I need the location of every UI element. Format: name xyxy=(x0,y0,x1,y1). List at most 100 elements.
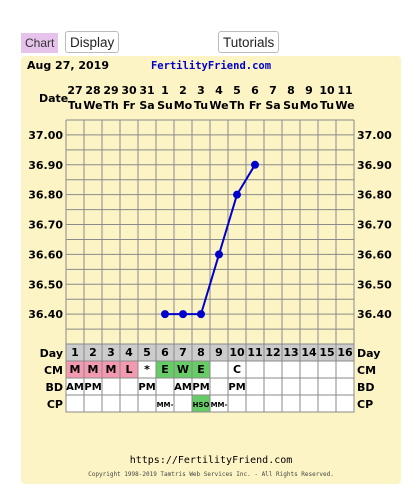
cell-cm xyxy=(263,360,283,379)
cell-value-bd: PM xyxy=(138,382,155,393)
y-tick-label-right: 36.90 xyxy=(357,159,392,172)
chart-date: Aug 27, 2019 xyxy=(27,59,109,72)
y-tick-label-left: 36.80 xyxy=(28,189,63,202)
cell-cp xyxy=(227,394,247,413)
date-number: 3 xyxy=(197,84,205,97)
cell-value-cm: M xyxy=(70,363,81,376)
date-number: 5 xyxy=(233,84,241,97)
cell-bd xyxy=(281,377,301,396)
date-number: 1 xyxy=(161,84,169,97)
cell-value-day: 5 xyxy=(143,346,151,359)
temperature-point xyxy=(161,310,169,319)
display-data-tooltip-button[interactable]: Display Data Tooltip xyxy=(65,31,120,94)
cell-value-cp: MM- xyxy=(157,401,174,409)
cell-value-day: 12 xyxy=(265,346,280,359)
cell-bd xyxy=(263,377,283,396)
cell-cp xyxy=(281,394,301,413)
cell-value-cp: MM- xyxy=(211,401,228,409)
footer-url: https://FertilityFriend.com xyxy=(130,455,293,466)
cell-cp xyxy=(83,394,103,413)
y-tick-label-left: 37.00 xyxy=(28,129,63,142)
cell-cp xyxy=(65,394,85,413)
weekday-label: Tu xyxy=(320,99,334,112)
y-tick-label-left: 36.40 xyxy=(28,308,63,321)
date-number: 29 xyxy=(103,84,118,97)
row-label-bd-right: BD xyxy=(357,381,375,394)
cell-value-day: 16 xyxy=(337,346,353,359)
temperature-point xyxy=(215,250,223,259)
weekday-label: Sa xyxy=(265,99,280,112)
weekday-label: Tu xyxy=(68,99,82,112)
date-number: 6 xyxy=(251,84,259,97)
cell-bd xyxy=(245,377,265,396)
cell-cp xyxy=(137,394,157,413)
temperature-point xyxy=(233,190,241,199)
cell-value-day: 7 xyxy=(179,346,187,359)
cell-value-cm: * xyxy=(144,363,150,376)
row-label-cm-right: CM xyxy=(357,364,376,377)
weekday-label: We xyxy=(83,99,102,112)
cell-cp xyxy=(335,394,355,413)
cell-cm xyxy=(281,360,301,379)
weekday-label: We xyxy=(209,99,228,112)
cell-bd xyxy=(119,377,139,396)
cell-cm xyxy=(209,360,229,379)
row-label-day: Day xyxy=(40,347,63,360)
cell-cp xyxy=(317,394,337,413)
tutorials-button[interactable]: Tutorials xyxy=(218,31,280,53)
cell-value-bd: AM xyxy=(66,382,84,393)
y-tick-label-left: 36.70 xyxy=(28,219,63,232)
cell-cp xyxy=(119,394,139,413)
weekday-label: We xyxy=(335,99,354,112)
weekday-label: Th xyxy=(229,99,244,112)
footer-copyright: Copyright 1998-2019 Tamtris Web Services… xyxy=(88,471,334,478)
cell-value-day: 3 xyxy=(107,346,115,359)
cell-value-day: 9 xyxy=(215,346,223,359)
cell-cm xyxy=(335,360,355,379)
y-tick-label-right: 36.70 xyxy=(357,219,392,232)
date-number: 27 xyxy=(67,84,82,97)
cell-bd xyxy=(155,377,175,396)
cell-bd xyxy=(299,377,319,396)
cell-value-day: 2 xyxy=(89,346,97,359)
date-number: 11 xyxy=(337,84,352,97)
cell-cp xyxy=(173,394,193,413)
cell-value-cm: L xyxy=(125,363,132,376)
date-number: 31 xyxy=(139,84,154,97)
cell-value-day: 15 xyxy=(319,346,334,359)
temperature-point xyxy=(179,310,187,319)
row-label-cp-right: CP xyxy=(357,398,373,411)
cell-cp xyxy=(263,394,283,413)
weekday-label: Mo xyxy=(174,99,193,112)
weekday-label: Th xyxy=(103,99,118,112)
y-tick-label-right: 37.00 xyxy=(357,129,392,142)
row-label-cm: CM xyxy=(44,364,63,377)
y-tick-label-right: 36.40 xyxy=(357,308,392,321)
row-label-cp: CP xyxy=(47,398,63,411)
y-tick-label-right: 36.60 xyxy=(357,248,392,261)
cell-value-bd: PM xyxy=(228,382,245,393)
date-row-label: Date xyxy=(39,92,68,105)
chart-tab-label: Chart xyxy=(21,33,59,53)
temperature-point xyxy=(197,310,205,319)
cell-value-cm: M xyxy=(106,363,117,376)
fertility-chart-panel: Aug 27, 2019 FertilityFriend.com Date 27 Tu 2… xyxy=(21,56,401,484)
y-tick-label-right: 36.80 xyxy=(357,189,392,202)
date-number: 28 xyxy=(85,84,100,97)
cell-value-day: 10 xyxy=(229,346,245,359)
cell-value-cm: M xyxy=(88,363,99,376)
fertility-chart[interactable]: Aug 27, 2019 FertilityFriend.comDate27Tu2… xyxy=(21,56,401,484)
cell-value-cm: E xyxy=(161,363,169,376)
cell-cp xyxy=(245,394,265,413)
cell-value-bd: PM xyxy=(84,382,101,393)
date-number: 8 xyxy=(287,84,295,97)
weekday-label: Su xyxy=(283,99,299,112)
cell-value-cp: HSO xyxy=(193,401,210,409)
cell-bd xyxy=(209,377,229,396)
date-number: 30 xyxy=(121,84,137,97)
date-number: 4 xyxy=(215,84,223,97)
cell-value-day: 11 xyxy=(247,346,262,359)
cell-value-cm: W xyxy=(177,363,189,376)
cell-value-cm: C xyxy=(233,363,241,376)
cell-value-day: 8 xyxy=(197,346,205,359)
